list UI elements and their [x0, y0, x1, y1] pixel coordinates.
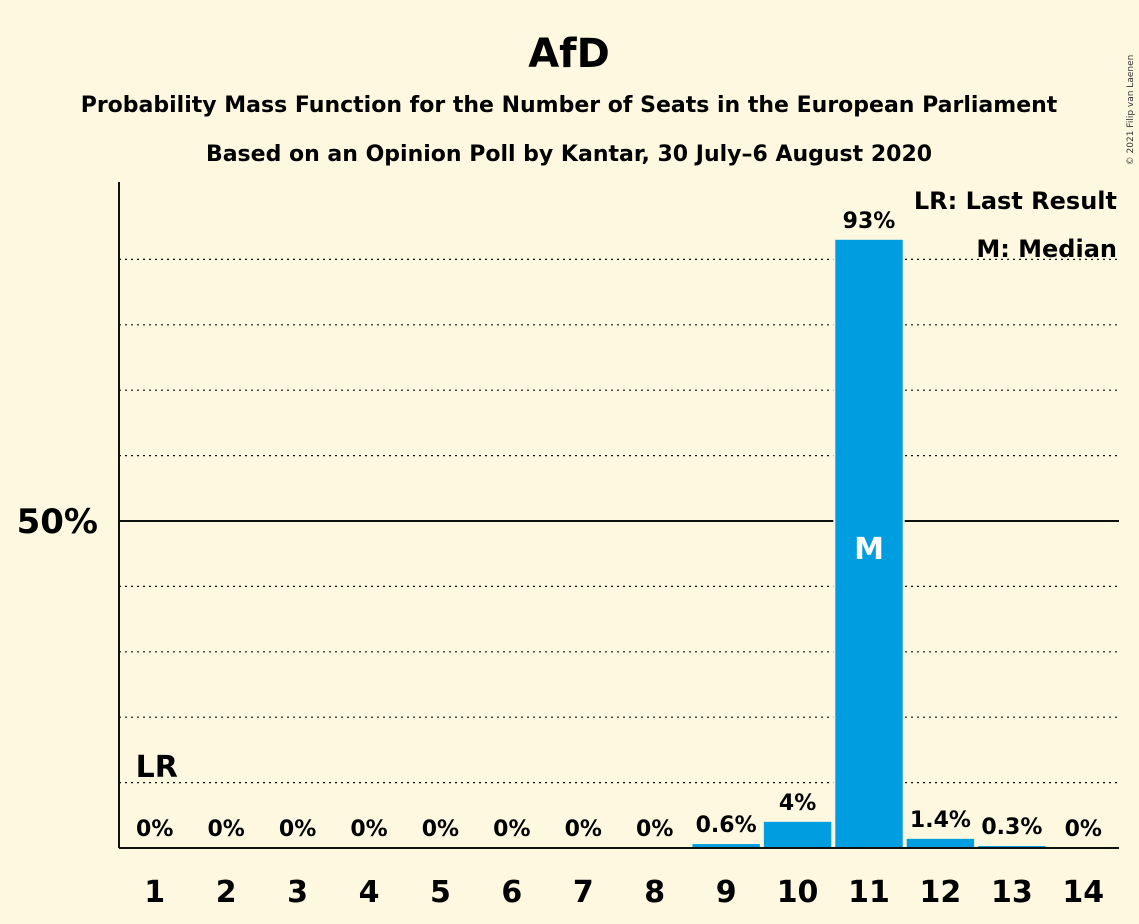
data-label-13: 0.3%	[981, 815, 1042, 840]
data-label-5: 0%	[422, 817, 459, 842]
median-marker: M	[854, 532, 884, 567]
chart-title: AfD	[528, 31, 610, 77]
data-labels: 0% LR 0% 0% 0% 0% 0% 0% 0% 0.6% 4% 93% M 1.4% 0.3% 0%	[136, 209, 1102, 842]
x-tick-label-4: 4	[359, 875, 380, 910]
bar-halo	[976, 844, 1048, 848]
x-tick-labels: 1 2 3 4 5 6 7 8 9 10 11 12 13 14	[144, 875, 1104, 910]
x-tick-label-3: 3	[287, 875, 308, 910]
x-tick-label-14: 14	[1062, 875, 1104, 910]
x-tick-label-12: 12	[920, 875, 962, 910]
data-label-12: 1.4%	[910, 808, 971, 833]
data-label-8: 0%	[636, 817, 673, 842]
data-label-7: 0%	[565, 817, 602, 842]
legend-entry-last-result: LR: Last Result	[914, 187, 1117, 215]
x-tick-label-13: 13	[991, 875, 1033, 910]
bar-9	[692, 844, 760, 848]
data-label-9: 0.6%	[696, 813, 757, 838]
x-tick-label-9: 9	[716, 875, 737, 910]
bar-12	[906, 838, 975, 848]
bar-11	[835, 239, 903, 848]
data-label-2: 0%	[207, 817, 244, 842]
y-tick-labels: 50%	[17, 502, 98, 542]
x-tick-label-5: 5	[430, 875, 451, 910]
data-label-14: 0%	[1065, 817, 1102, 842]
data-label-6: 0%	[493, 817, 530, 842]
x-tick-label-8: 8	[644, 875, 665, 910]
x-tick-label-1: 1	[144, 875, 165, 910]
legend-entry-median: M: Median	[976, 235, 1117, 263]
last-result-marker: LR	[136, 750, 178, 785]
y-tick-label: 50%	[17, 502, 98, 542]
x-tick-label-6: 6	[501, 875, 522, 910]
data-label-11: 93%	[843, 209, 896, 234]
data-label-1: 0%	[136, 817, 173, 842]
x-tick-label-2: 2	[216, 875, 237, 910]
bar-10	[763, 821, 832, 848]
copyright-text: © 2021 Filip van Laenen	[1126, 55, 1136, 166]
data-label-3: 0%	[279, 817, 316, 842]
chart-subtitle-line-2: Based on an Opinion Poll by Kantar, 30 J…	[206, 142, 932, 167]
x-tick-label-11: 11	[848, 875, 890, 910]
data-label-4: 0%	[350, 817, 387, 842]
data-label-10: 4%	[779, 791, 816, 816]
bars	[690, 237, 1048, 848]
x-tick-label-10: 10	[777, 875, 819, 910]
chart-subtitle-line-1: Probability Mass Function for the Number…	[81, 93, 1058, 118]
gridlines	[119, 258, 1119, 784]
x-tick-label-7: 7	[573, 875, 594, 910]
